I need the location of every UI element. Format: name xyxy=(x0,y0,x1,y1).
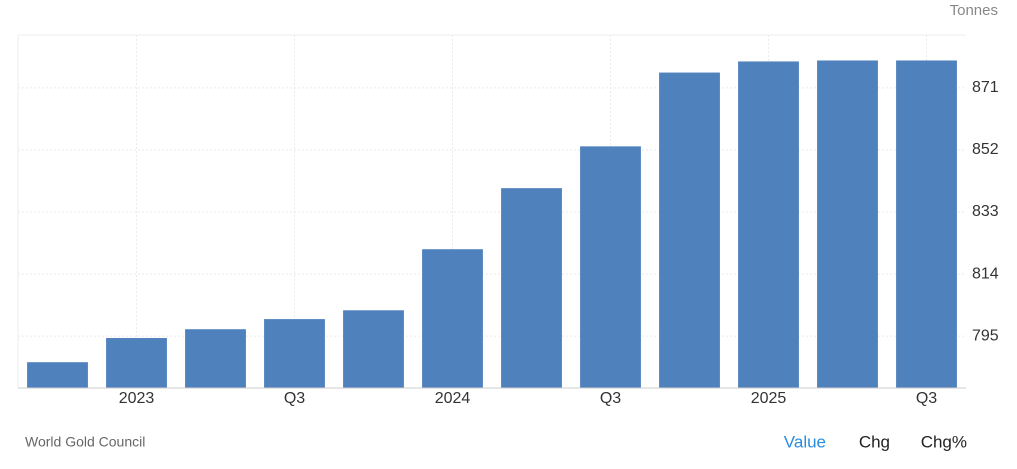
bar xyxy=(27,362,88,388)
y-tick-label: 833 xyxy=(972,203,999,220)
bar xyxy=(106,338,167,388)
value-button[interactable]: Value xyxy=(784,432,826,451)
chg-pct-button[interactable]: Chg% xyxy=(921,432,967,451)
bar xyxy=(185,329,246,388)
x-tick-label: 2023 xyxy=(119,390,155,407)
y-tick-label: 795 xyxy=(972,327,999,344)
chg-button[interactable]: Chg xyxy=(859,432,890,451)
bar xyxy=(659,72,720,388)
bar xyxy=(896,60,957,389)
x-tick-label: Q3 xyxy=(284,390,305,407)
x-tick-label: 2025 xyxy=(751,390,787,407)
bar xyxy=(501,188,562,388)
bar xyxy=(264,319,325,388)
source: World Gold Council xyxy=(25,434,145,450)
x-tick-label: Q3 xyxy=(600,390,621,407)
bar xyxy=(343,310,404,388)
x-tick-label: Q3 xyxy=(916,390,937,407)
bar xyxy=(738,61,799,389)
bar xyxy=(580,146,641,388)
unit-label: Tonnes xyxy=(950,2,998,19)
y-tick-label: 814 xyxy=(972,265,999,282)
x-tick-label: 2024 xyxy=(435,390,471,407)
y-tick-label: 852 xyxy=(972,141,999,158)
bar xyxy=(422,249,483,388)
y-tick-label: 871 xyxy=(972,79,999,96)
bar xyxy=(817,60,878,389)
